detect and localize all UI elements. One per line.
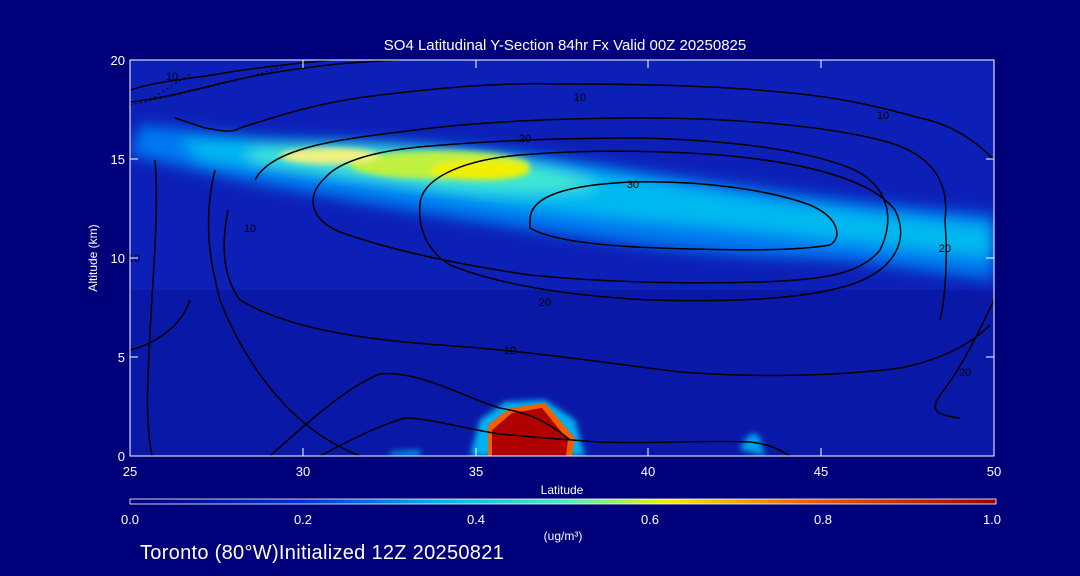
y-axis-label: Altitude (km)	[86, 224, 100, 291]
contour-label: 30	[627, 179, 639, 191]
colorbar-tick-label: 0.8	[814, 512, 832, 527]
footer-location: Toronto (80°W)	[140, 542, 279, 564]
y-tick-label: 10	[111, 251, 125, 266]
y-axis	[130, 59, 994, 457]
contour-label: 10	[574, 92, 586, 104]
y-tick-label: 5	[118, 350, 125, 365]
x-tick-label: 50	[987, 464, 1001, 479]
colorbar-tick-label: 0.4	[467, 512, 485, 527]
x-axis-label: Latitude	[541, 483, 584, 497]
x-tick-label: 30	[296, 464, 310, 479]
contour-label: 10	[244, 223, 256, 235]
contour-label: 10	[166, 71, 178, 83]
x-tick-label: 40	[641, 464, 655, 479]
plot-area	[130, 60, 994, 456]
contour-lines	[130, 60, 994, 456]
y-tick-label: 0	[118, 449, 125, 464]
y-tick-label: 15	[111, 152, 125, 167]
chart-title: SO4 Latitudinal Y-Section 84hr Fx Valid …	[384, 37, 746, 54]
colorbar-tick-label: 0.6	[641, 512, 659, 527]
y-tick-label: 20	[111, 53, 125, 68]
contour-label: 20	[939, 243, 951, 255]
contour-label: 10	[128, 253, 140, 265]
contour-label: 20	[539, 297, 551, 309]
colorbar-tick-label: 1.0	[983, 512, 1001, 527]
x-tick-label: 35	[469, 464, 483, 479]
colorbar: 0.0 0.2 0.4 0.6 0.8 1.0 (ug/m³)	[121, 498, 1001, 543]
colorbar-gradient	[129, 498, 997, 505]
colorbar-tick-label: 0.2	[294, 512, 312, 527]
contour-label: 10	[504, 345, 516, 357]
footer: Toronto (80°W)Initialized 12Z 20250821	[140, 542, 504, 565]
footer-initialized: Initialized 12Z 20250821	[278, 542, 505, 564]
colorbar-unit-label: (ug/m³)	[544, 529, 583, 543]
colorbar-tick-label: 0.0	[121, 512, 139, 527]
x-tick-label: 25	[123, 464, 137, 479]
contour-labels: 10 10 20 30 10 20 20 10 10 20 10	[128, 71, 971, 379]
contour-label: 20	[959, 367, 971, 379]
contour-label: 20	[519, 133, 531, 145]
x-axis	[129, 60, 995, 456]
x-tick-label: 45	[814, 464, 828, 479]
contour-label: 10	[877, 110, 889, 122]
